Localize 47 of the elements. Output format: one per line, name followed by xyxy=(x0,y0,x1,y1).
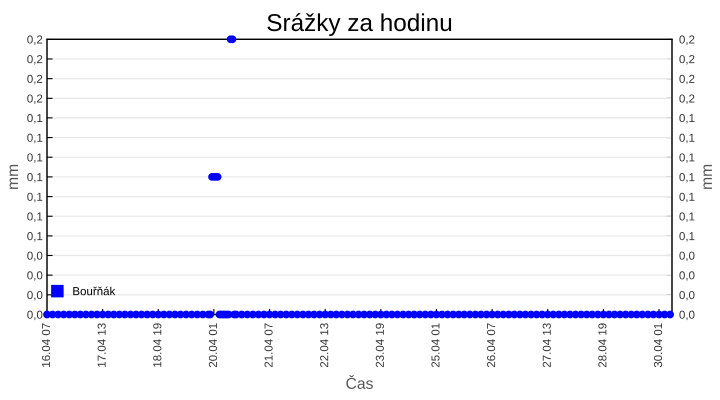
x-tick-label: 16.04 07 xyxy=(42,323,50,367)
y-tick-label: 0,1 xyxy=(27,192,42,202)
y-tick-label: 0,0 xyxy=(27,290,42,300)
y-tick-label: 0,2 xyxy=(27,35,42,45)
y-tick-label: 0,1 xyxy=(27,232,42,242)
x-tick-label: 20.04 01 xyxy=(208,323,218,368)
x-tick-label: 18.04 19 xyxy=(153,323,162,367)
y2-tick-label: 0,2 xyxy=(679,94,694,104)
x-tick-label: 28.04 19 xyxy=(598,323,606,368)
y-tick-label: 0,2 xyxy=(27,94,42,104)
y-tick-label: 0,2 xyxy=(27,74,42,84)
y-tick-label: 0,1 xyxy=(27,114,42,124)
y2-tick-label: 0,1 xyxy=(679,153,694,163)
y-tick-label: 0,1 xyxy=(27,173,42,183)
y-tick-label: 0,0 xyxy=(27,271,42,281)
y2-tick-label: 0,0 xyxy=(679,271,695,281)
y-tick-label: 0,1 xyxy=(27,212,42,222)
chart-title: Srážky za hodinu xyxy=(267,13,452,36)
y2-axis-title: mm xyxy=(703,164,712,189)
y2-tick-label: 0,0 xyxy=(679,310,695,320)
x-tick-label: 21.04 07 xyxy=(264,323,273,368)
y2-tick-label: 0,2 xyxy=(679,55,694,65)
x-tick-label: 23.04 19 xyxy=(376,323,384,368)
y-tick-label: 0,0 xyxy=(27,252,42,262)
x-tick-label: 25.04 01 xyxy=(431,323,440,368)
y2-tick-label: 0,0 xyxy=(679,252,695,262)
x-tick-label: 30.04 01 xyxy=(654,323,662,368)
y2-tick-label: 0,1 xyxy=(679,192,694,202)
y2-tick-label: 0,1 xyxy=(679,114,694,124)
x-tick-label: 22.04 13 xyxy=(320,323,328,368)
y-axis-title: mm xyxy=(10,164,18,189)
y2-tick-label: 0,0 xyxy=(679,290,695,300)
x-axis-title: Čas xyxy=(346,375,373,389)
x-tick-label: 17.04 13 xyxy=(98,323,106,367)
y2-tick-label: 0,2 xyxy=(679,74,694,84)
y2-tick-label: 0,2 xyxy=(679,35,694,45)
y2-tick-label: 0,1 xyxy=(679,173,694,183)
y-tick-label: 0,1 xyxy=(27,134,42,144)
y-tick-label: 0,2 xyxy=(27,55,42,65)
y-tick-label: 0,0 xyxy=(27,310,42,320)
y2-tick-label: 0,1 xyxy=(679,232,694,242)
x-tick-label: 26.04 07 xyxy=(487,323,496,368)
y2-tick-label: 0,1 xyxy=(679,212,694,222)
x-tick-label: 27.04 13 xyxy=(542,323,551,368)
y2-tick-label: 0,1 xyxy=(679,134,694,144)
legend-label: Bouřňák xyxy=(73,286,116,296)
y-tick-label: 0,1 xyxy=(27,153,42,163)
